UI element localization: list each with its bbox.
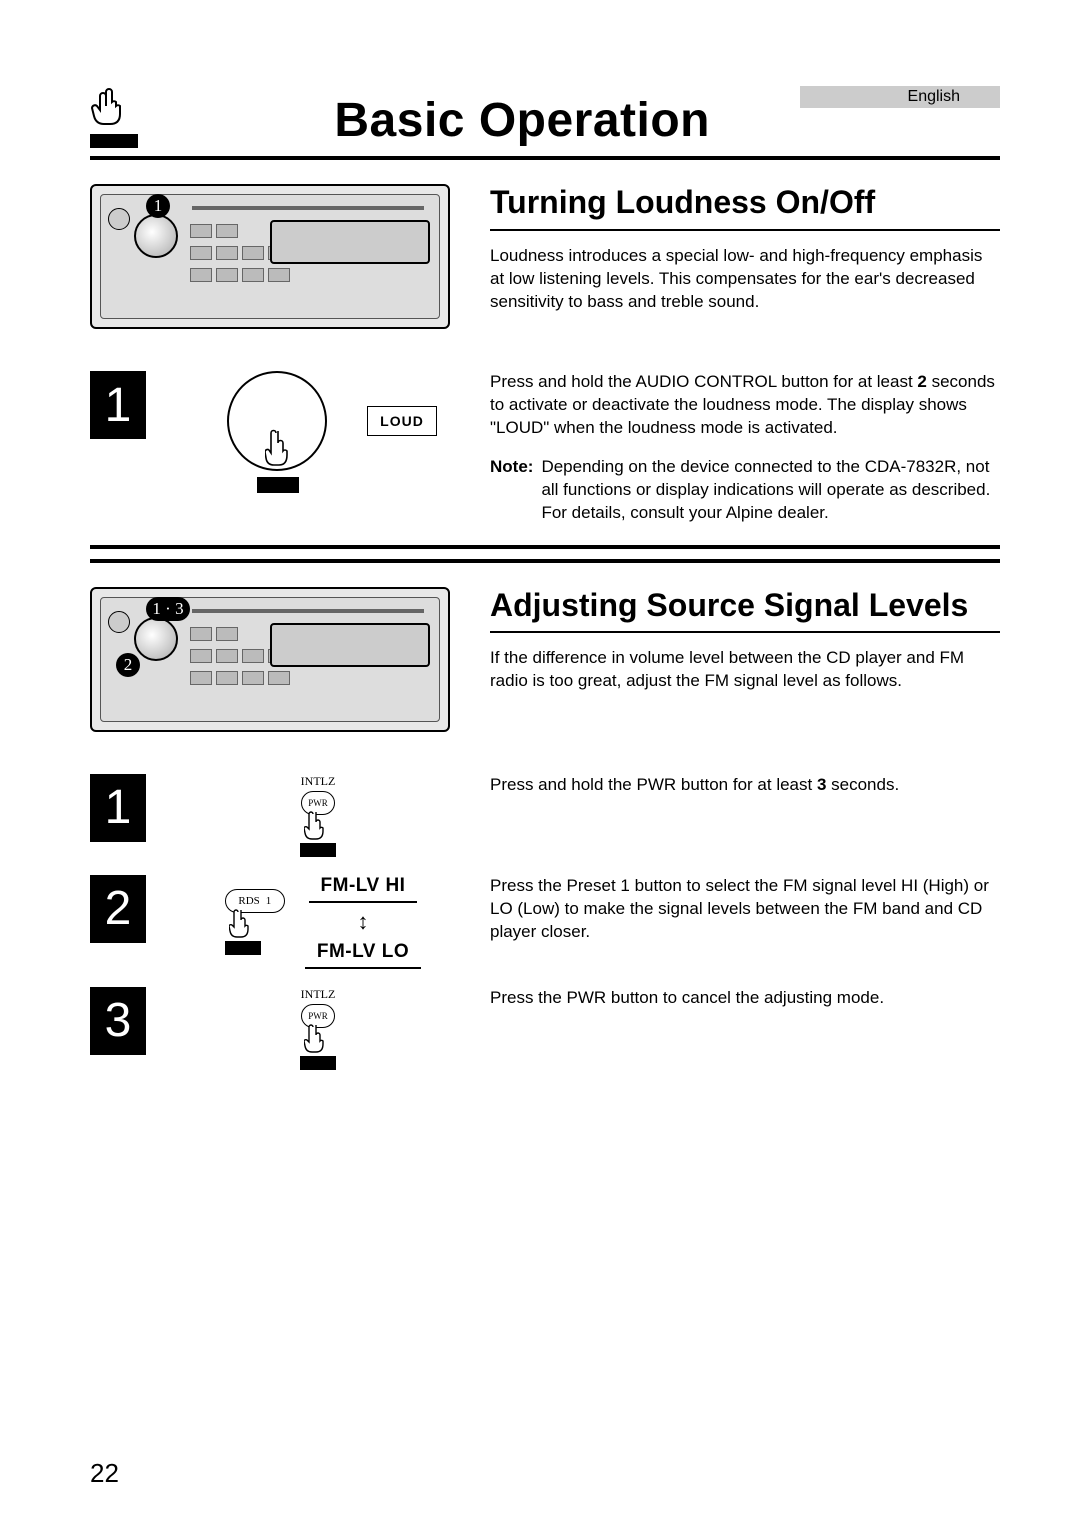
section-intro: Loudness introduces a special low- and h… <box>490 245 1000 314</box>
step-text: Press and hold the AUDIO CONTROL button … <box>490 371 1000 525</box>
button-top-label: INTLZ <box>301 987 336 1002</box>
step-number: 3 <box>90 987 146 1055</box>
step-1: 1 LOUD Press and hold the AUDIO CONTROL … <box>90 371 1000 525</box>
text-part: Press and hold the PWR button for at lea… <box>490 775 817 794</box>
step-number: 1 <box>90 371 146 439</box>
preset-1-label: 1 <box>266 895 272 907</box>
step-illustration: LOUD <box>176 371 460 471</box>
step-text: Press and hold the PWR button for at lea… <box>490 774 1000 797</box>
callout-2: 2 <box>116 653 140 677</box>
callout-1: 1 <box>146 194 170 218</box>
text-part: seconds. <box>826 775 899 794</box>
step-text: Press the PWR button to cancel the adjus… <box>490 987 1000 1010</box>
callout-1-3: 1 · 3 <box>146 597 190 621</box>
step-illustration: INTLZ PWR <box>176 987 460 1070</box>
display-loud: LOUD <box>367 406 437 436</box>
step-3: 3 INTLZ PWR Press the PWR button to canc… <box>90 987 1000 1070</box>
page-title: Basic Operation <box>334 93 710 148</box>
step-illustration: INTLZ PWR <box>176 774 460 857</box>
section-title: Turning Loudness On/Off <box>490 184 1000 231</box>
step-1: 1 INTLZ PWR Press and hold the PWR butto… <box>90 774 1000 857</box>
step-text: Press the Preset 1 button to select the … <box>490 875 1000 944</box>
page-header: English Basic Operation <box>90 90 1000 160</box>
text-bold: 2 <box>917 372 926 391</box>
step-number: 2 <box>90 875 146 943</box>
section-loudness: 1 Turning Loudness On/Off Loudness intro… <box>90 184 1000 353</box>
step-note: Note: Depending on the device connected … <box>490 456 1000 525</box>
updown-arrow-icon: ↕ <box>357 909 368 935</box>
fm-lv-hi-label: FM-LV HI <box>309 875 418 903</box>
text-bold: 3 <box>817 775 826 794</box>
section-intro: If the difference in volume level betwee… <box>490 647 1000 693</box>
section-title: Adjusting Source Signal Levels <box>490 587 1000 634</box>
language-label: English <box>800 86 1000 108</box>
device-illustration: 1 <box>90 184 450 329</box>
device-illustration: 1 · 3 2 <box>90 587 450 732</box>
step-2: 2 RDS 1 FM-LV HI ↕ FM-LV LO Press the Pr… <box>90 875 1000 969</box>
step-number: 1 <box>90 774 146 842</box>
divider <box>90 559 1000 563</box>
touch-icon <box>90 88 138 148</box>
button-top-label: INTLZ <box>301 774 336 789</box>
rds-label: RDS <box>238 895 259 907</box>
fm-lv-lo-label: FM-LV LO <box>305 941 421 969</box>
divider <box>90 545 1000 549</box>
note-label: Note: <box>490 456 533 525</box>
section-source-levels: 1 · 3 2 Adjusting Source Signal Levels I… <box>90 587 1000 756</box>
page-number: 22 <box>90 1458 119 1489</box>
note-text: Depending on the device connected to the… <box>541 456 1000 525</box>
text-part: Press and hold the AUDIO CONTROL button … <box>490 372 917 391</box>
step-illustration: RDS 1 FM-LV HI ↕ FM-LV LO <box>176 875 460 969</box>
